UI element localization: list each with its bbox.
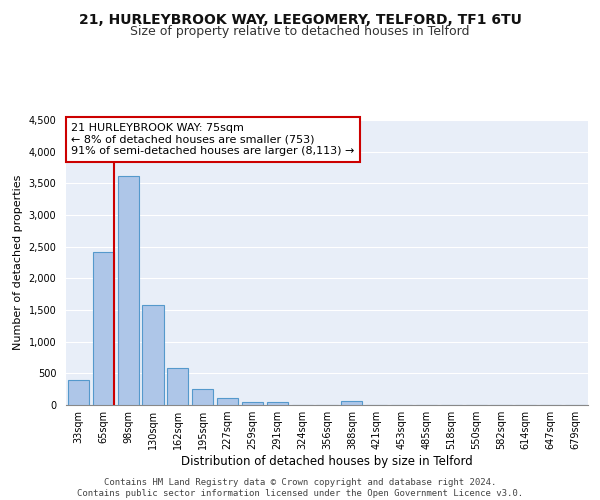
Y-axis label: Number of detached properties: Number of detached properties bbox=[13, 175, 23, 350]
Bar bbox=[68, 380, 89, 405]
Text: Size of property relative to detached houses in Telford: Size of property relative to detached ho… bbox=[130, 25, 470, 38]
Bar bbox=[341, 401, 362, 405]
Text: 21, HURLEYBROOK WAY, LEEGOMERY, TELFORD, TF1 6TU: 21, HURLEYBROOK WAY, LEEGOMERY, TELFORD,… bbox=[79, 12, 521, 26]
Text: 21 HURLEYBROOK WAY: 75sqm
← 8% of detached houses are smaller (753)
91% of semi-: 21 HURLEYBROOK WAY: 75sqm ← 8% of detach… bbox=[71, 123, 355, 156]
Bar bbox=[93, 252, 114, 405]
Bar bbox=[192, 389, 213, 405]
Bar bbox=[267, 402, 288, 405]
Bar bbox=[167, 368, 188, 405]
Bar bbox=[142, 305, 164, 405]
Bar bbox=[118, 176, 139, 405]
Text: Contains HM Land Registry data © Crown copyright and database right 2024.
Contai: Contains HM Land Registry data © Crown c… bbox=[77, 478, 523, 498]
Bar bbox=[242, 402, 263, 405]
X-axis label: Distribution of detached houses by size in Telford: Distribution of detached houses by size … bbox=[181, 455, 473, 468]
Bar bbox=[217, 398, 238, 405]
